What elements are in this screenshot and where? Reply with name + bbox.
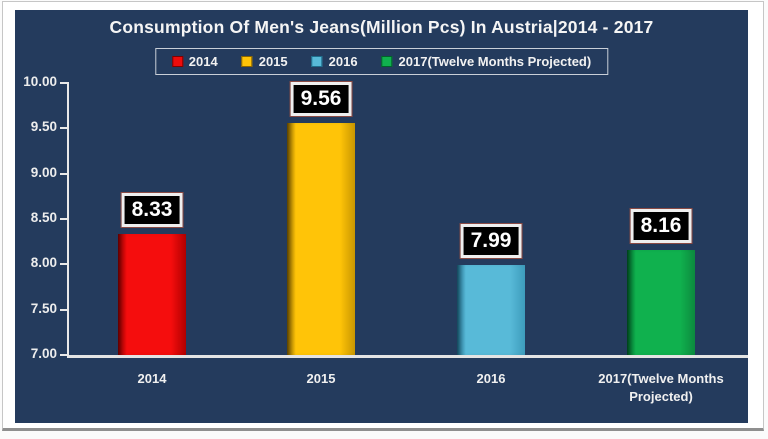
y-axis-tick-label: 9.00 xyxy=(30,164,57,180)
y-axis-tick-label: 8.50 xyxy=(30,210,57,225)
y-axis-line xyxy=(67,83,69,357)
legend-item: 2015 xyxy=(241,54,288,69)
bar-2014 xyxy=(118,234,186,355)
value-label-2016: 7.99 xyxy=(459,223,523,260)
legend-item: 2016 xyxy=(311,54,358,69)
y-axis-tick-label: 8.00 xyxy=(30,255,57,271)
y-axis-tick xyxy=(60,354,69,356)
y-axis-tick xyxy=(60,127,69,130)
x-axis-label-2015: 2015 xyxy=(306,371,336,386)
chart-title: Consumption Of Men's Jeans(Million Pcs) … xyxy=(109,17,654,37)
y-axis-tick-label: 7.00 xyxy=(30,346,57,361)
x-axis-line xyxy=(67,355,748,358)
y-axis-tick-label: 7.50 xyxy=(30,300,57,316)
legend-swatch-icon xyxy=(171,56,183,67)
value-label-2017: 8.16 xyxy=(629,207,693,244)
legend-label: 2015 xyxy=(258,54,288,69)
bar-2017 xyxy=(627,249,695,355)
value-label-2015: 9.56 xyxy=(289,80,353,117)
chart-card: Consumption Of Men's Jeans(Million Pcs) … xyxy=(2,1,764,431)
value-label-2014: 8.33 xyxy=(120,192,184,229)
plot-area: 7.00 7.50 8.00 8.50 9.00 9.50 10.00 8.33 2014 9.5… xyxy=(15,10,748,423)
y-axis-tick-label: 9.50 xyxy=(30,119,57,135)
y-axis-tick xyxy=(60,308,69,311)
legend-label: 2017(Twelve Months Projected) xyxy=(398,54,592,69)
bar-2016 xyxy=(457,265,525,355)
bar-2015 xyxy=(287,122,355,355)
y-axis-tick-label: 10.00 xyxy=(23,74,57,89)
x-axis-label-2014: 2014 xyxy=(137,371,167,386)
y-axis-tick xyxy=(60,172,69,175)
legend-label: 2014 xyxy=(188,54,218,69)
y-axis-tick xyxy=(60,218,69,220)
legend-swatch-icon xyxy=(381,56,393,67)
y-axis-tick xyxy=(60,82,69,84)
y-axis-tick xyxy=(60,263,69,266)
legend-item: 2014 xyxy=(171,54,218,69)
x-axis-label-2016: 2016 xyxy=(476,371,506,386)
x-axis-label-2017: 2017(Twelve Months Projected) xyxy=(598,371,724,405)
legend-label: 2016 xyxy=(328,54,358,69)
legend-swatch-icon xyxy=(241,56,253,67)
legend-item: 2017(Twelve Months Projected) xyxy=(381,54,592,69)
chart-canvas: Consumption Of Men's Jeans(Million Pcs) … xyxy=(15,10,748,423)
legend: 2014 2015 2016 2017(Twelve Months Projected… xyxy=(154,48,609,75)
legend-swatch-icon xyxy=(311,56,323,67)
